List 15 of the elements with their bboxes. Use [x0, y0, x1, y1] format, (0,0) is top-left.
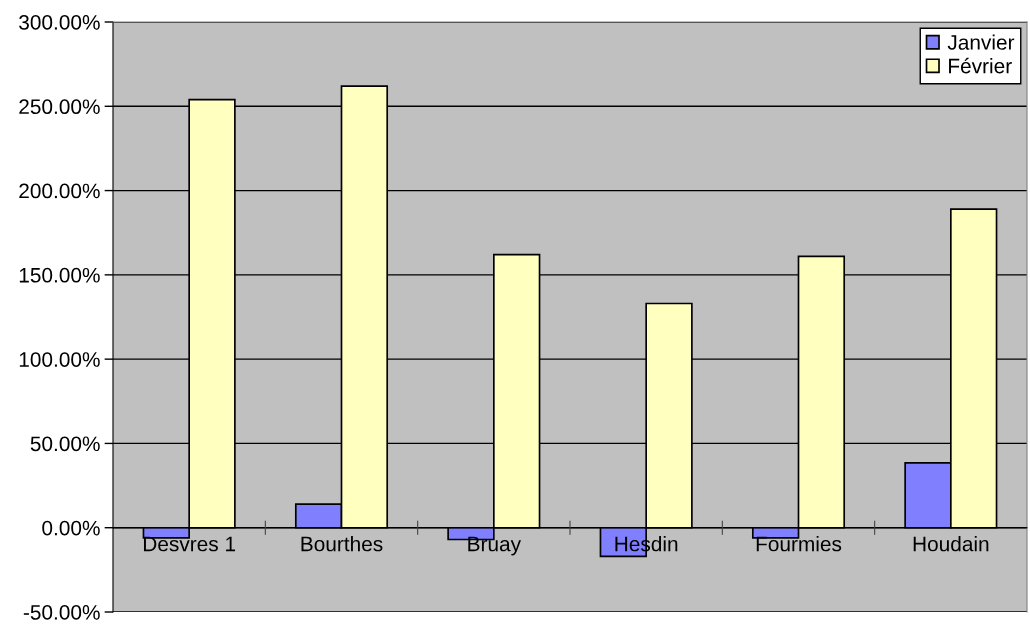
y-tick-label: 100.00%	[19, 352, 100, 367]
x-tick-label: Fourmies	[756, 536, 842, 552]
x-tick-label: Bruay	[468, 536, 522, 556]
x-tick-label: Houdain	[913, 536, 989, 552]
y-tick-label: 300.00%	[19, 15, 100, 30]
legend-label: Janvier	[947, 34, 1015, 50]
y-tick-label: -50.00%	[23, 605, 100, 620]
y-tick-label: 200.00%	[19, 183, 100, 199]
y-tick-label: 50.00%	[30, 436, 100, 452]
x-tick-label: Bourthes	[301, 536, 383, 552]
legend-label: Février	[949, 57, 1012, 74]
y-tick-label: 0.00%	[42, 520, 100, 536]
x-tick-label: Desvres 1	[143, 536, 236, 552]
y-tick-label: 250.00%	[19, 99, 100, 115]
y-tick-label: 150.00%	[19, 267, 100, 283]
